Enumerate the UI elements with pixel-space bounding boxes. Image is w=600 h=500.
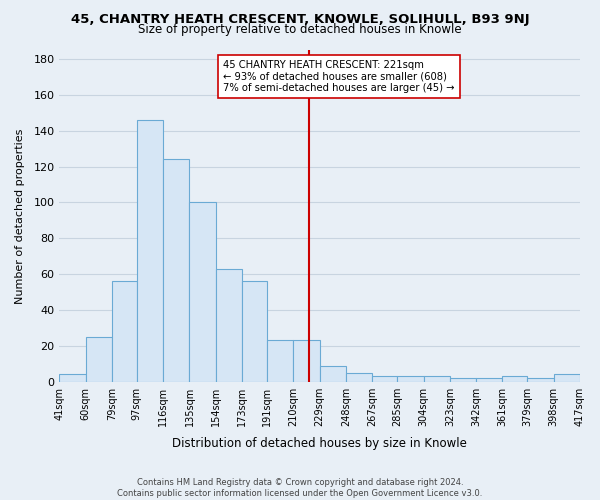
Bar — [476, 378, 502, 382]
Bar — [320, 366, 346, 382]
Bar — [112, 282, 137, 382]
Text: Size of property relative to detached houses in Knowle: Size of property relative to detached ho… — [138, 22, 462, 36]
Bar — [137, 120, 163, 382]
Bar — [424, 376, 450, 382]
Bar — [163, 160, 190, 382]
Text: 45 CHANTRY HEATH CRESCENT: 221sqm
← 93% of detached houses are smaller (608)
7% : 45 CHANTRY HEATH CRESCENT: 221sqm ← 93% … — [223, 60, 455, 93]
Y-axis label: Number of detached properties: Number of detached properties — [15, 128, 25, 304]
Bar — [346, 372, 372, 382]
Bar — [450, 378, 476, 382]
Bar — [267, 340, 293, 382]
Bar — [242, 282, 267, 382]
Bar — [86, 337, 112, 382]
X-axis label: Distribution of detached houses by size in Knowle: Distribution of detached houses by size … — [172, 437, 467, 450]
Bar — [554, 374, 580, 382]
Bar — [293, 340, 320, 382]
Bar — [372, 376, 397, 382]
Text: 45, CHANTRY HEATH CRESCENT, KNOWLE, SOLIHULL, B93 9NJ: 45, CHANTRY HEATH CRESCENT, KNOWLE, SOLI… — [71, 12, 529, 26]
Bar — [502, 376, 527, 382]
Bar — [527, 378, 554, 382]
Bar — [59, 374, 86, 382]
Bar — [190, 202, 216, 382]
Bar — [397, 376, 424, 382]
Bar — [216, 268, 242, 382]
Text: Contains HM Land Registry data © Crown copyright and database right 2024.
Contai: Contains HM Land Registry data © Crown c… — [118, 478, 482, 498]
